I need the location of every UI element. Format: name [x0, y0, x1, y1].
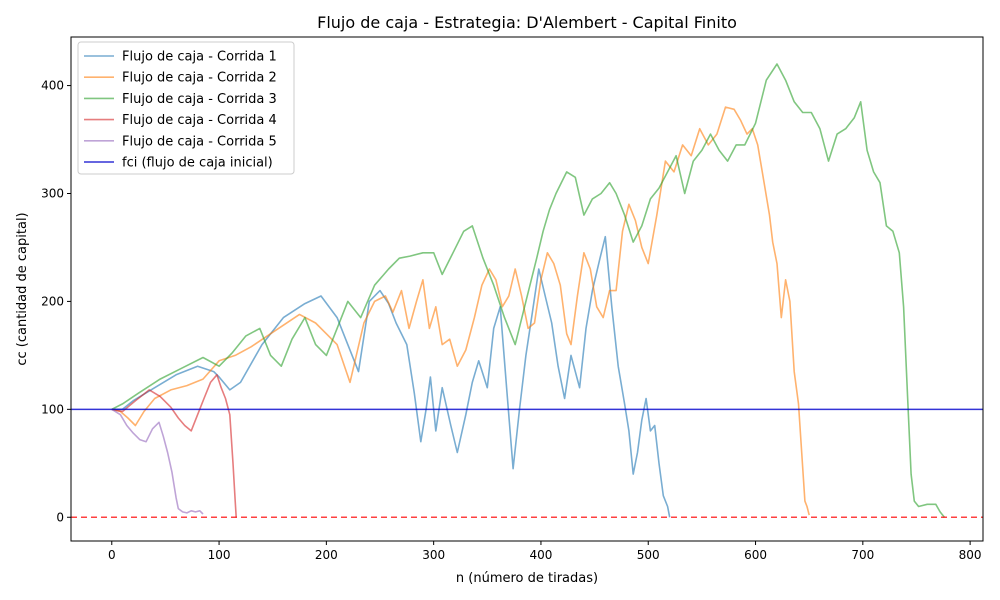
- y-tick-label: 0: [56, 510, 64, 524]
- y-tick-label: 100: [41, 402, 64, 416]
- legend-box: [77, 41, 295, 175]
- legend-label: fci (flujo de caja inicial): [122, 156, 273, 171]
- x-tick-label: 0: [108, 548, 116, 562]
- series-line-corrida-3: [111, 63, 946, 518]
- x-tick-label: 300: [422, 548, 445, 562]
- x-tick-label: 400: [529, 548, 552, 562]
- x-tick-label: 800: [959, 548, 982, 562]
- y-tick-label: 400: [41, 79, 64, 93]
- legend: Flujo de caja - Corrida 1 Flujo de caja -…: [77, 41, 295, 175]
- legend-label: Flujo de caja - Corrida 3: [122, 92, 277, 107]
- legend-label: Flujo de caja - Corrida 2: [122, 71, 277, 86]
- y-axis-label: cc (cantidad de capital): [15, 212, 30, 365]
- y-tick-label: 300: [41, 186, 64, 200]
- x-tick-label: 200: [315, 548, 338, 562]
- plot-frame: [70, 36, 984, 542]
- y-axis: 0 100 200 300 400: [41, 79, 71, 524]
- legend-label: Flujo de caja - Corrida 4: [122, 113, 277, 128]
- y-tick-label: 200: [41, 294, 64, 308]
- x-tick-label: 700: [851, 548, 874, 562]
- x-tick-label: 100: [208, 548, 231, 562]
- legend-label: Flujo de caja - Corrida 5: [122, 134, 277, 149]
- series-line-corrida-5: [111, 408, 204, 515]
- x-tick-label: 500: [637, 548, 660, 562]
- legend-label: Flujo de caja - Corrida 1: [122, 50, 277, 65]
- x-axis-label: n (número de tiradas): [456, 571, 598, 586]
- series-line-corrida-2: [111, 106, 810, 516]
- x-axis: 0 100 200 300 400 500 600 700 800: [108, 541, 982, 562]
- series-line-corrida-1: [111, 235, 671, 518]
- x-tick-label: 600: [744, 548, 767, 562]
- series-line-corrida-4: [111, 374, 237, 518]
- chart-title: Flujo de caja - Estrategia: D'Alembert -…: [317, 13, 737, 32]
